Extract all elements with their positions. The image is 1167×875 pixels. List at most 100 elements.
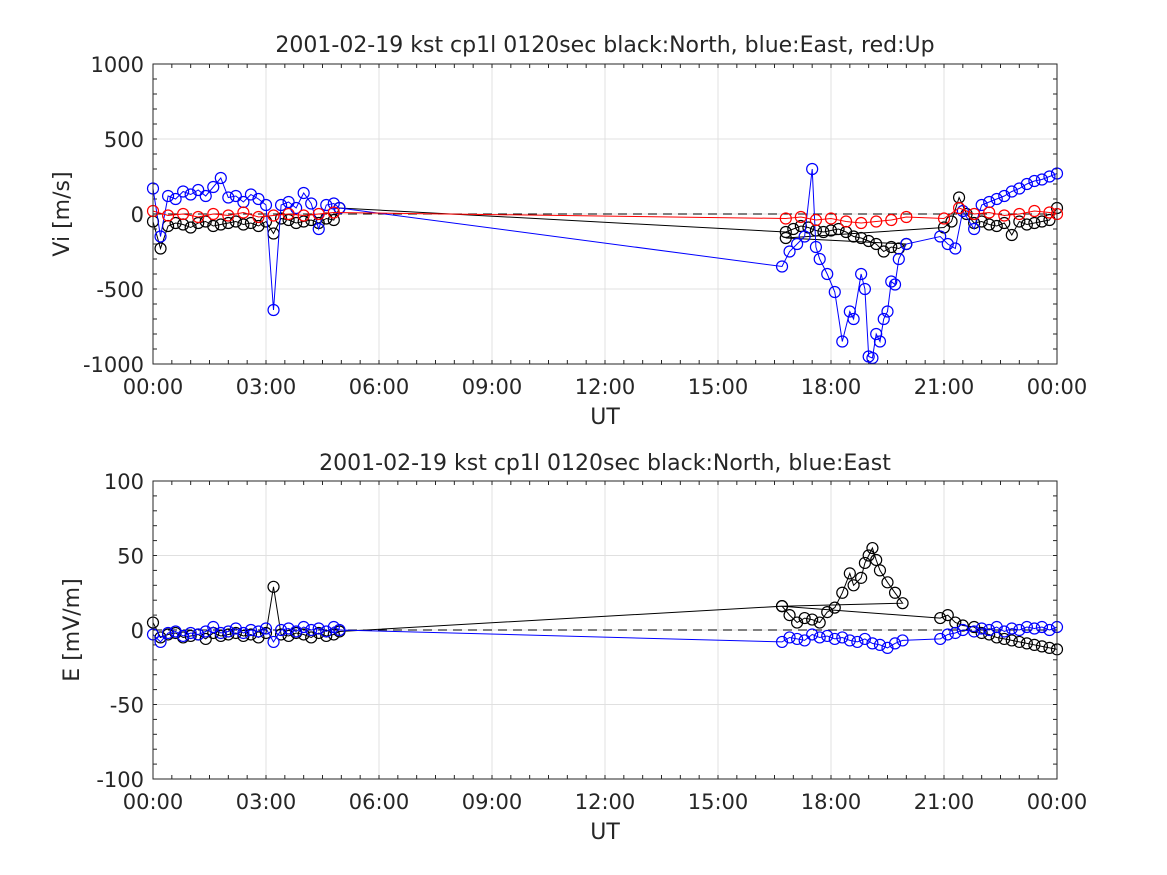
efield-x-axis-label: UT xyxy=(590,820,620,845)
velocity-east-data-point xyxy=(214,171,227,185)
velocity-east-data-point xyxy=(1005,185,1018,198)
velocity-east-data-point xyxy=(207,180,220,194)
efield-east-data-point xyxy=(998,625,1011,638)
velocity-x-axis-label: UT xyxy=(590,405,620,430)
velocity-east-data-point xyxy=(192,183,205,197)
velocity-east-data-point xyxy=(199,189,212,203)
efield-north-data-point xyxy=(305,631,318,644)
velocity-east-data-point xyxy=(259,198,273,212)
efield-x-tick-label: 09:00 xyxy=(462,790,523,814)
velocity-up-data-point xyxy=(177,207,190,221)
efield-north-data-point xyxy=(237,629,250,643)
velocity-east-data-point xyxy=(274,198,288,212)
velocity-north-data-point xyxy=(794,219,807,233)
velocity-north-data-point xyxy=(327,213,340,227)
velocity-x-tick-label: 06:00 xyxy=(349,375,410,399)
velocity-y-tick-label: -1000 xyxy=(83,353,144,377)
velocity-north-data-point xyxy=(870,237,883,251)
velocity-east-data-point xyxy=(892,252,905,266)
efield-north-data-point xyxy=(843,567,856,580)
velocity-east-data-point xyxy=(828,285,841,299)
efield-east-data-point xyxy=(968,625,981,638)
velocity-east-data-point xyxy=(267,303,280,317)
velocity-up-data-point xyxy=(282,207,295,221)
efield-east-data-point xyxy=(333,623,346,637)
efield-north-data-point xyxy=(244,628,258,641)
velocity-east-data-point xyxy=(855,267,868,281)
velocity-north-data-point xyxy=(779,225,792,239)
efield-x-tick-label: 18:00 xyxy=(801,790,862,814)
velocity-north-data-point xyxy=(290,216,303,230)
efield-north-data-point xyxy=(828,601,841,614)
velocity-north-data-point xyxy=(297,215,310,228)
efield-north-data-point xyxy=(1005,634,1018,647)
efield-east-data-point xyxy=(881,641,894,654)
efield-y-tick-label: 100 xyxy=(104,470,144,494)
efield-east-data-point xyxy=(297,620,310,634)
velocity-up-data-point xyxy=(998,209,1011,222)
efield-north-data-point xyxy=(798,611,811,625)
efield-east-data-point xyxy=(858,632,872,646)
velocity-north-data-point xyxy=(214,218,227,231)
efield-x-tick-label: 06:00 xyxy=(349,790,410,814)
velocity-east-data-point xyxy=(934,230,947,243)
efield-north-data-point xyxy=(282,629,295,643)
efield-x-tick-label: 21:00 xyxy=(914,790,975,814)
velocity-up-data-point xyxy=(809,213,823,227)
velocity-east-data-point xyxy=(305,197,318,210)
velocity-east-data-point xyxy=(836,335,849,348)
velocity-y-tick-label: 1000 xyxy=(91,53,144,77)
velocity-east-data-point xyxy=(222,191,235,204)
velocity-up-data-point xyxy=(900,210,913,224)
velocity-east-data-point xyxy=(821,267,834,281)
velocity-up-data-point xyxy=(952,201,966,215)
velocity-east-data-point xyxy=(229,189,242,203)
efield-east-data-point xyxy=(941,628,954,641)
velocity-east-data-point xyxy=(1035,173,1049,186)
efield-north-data-point xyxy=(783,608,796,622)
velocity-up-data-point xyxy=(237,206,250,219)
efield-north-data-point xyxy=(975,626,988,640)
efield-north-data-point xyxy=(888,586,902,599)
efield-east-data-point xyxy=(320,625,333,638)
velocity-north-data-point xyxy=(983,218,996,231)
efield-east-data-point xyxy=(305,623,318,637)
velocity-east-data-point xyxy=(252,192,265,206)
velocity-up-data-point xyxy=(267,209,280,222)
efield-y-tick-label: 0 xyxy=(131,619,144,643)
velocity-north-data-point xyxy=(885,240,898,254)
velocity-x-tick-label: 00:00 xyxy=(1027,375,1088,399)
velocity-east-data-point xyxy=(990,192,1003,206)
efield-north-data-point xyxy=(896,597,909,610)
velocity-east-data-point xyxy=(169,192,182,206)
efield-north-data-point xyxy=(866,541,879,555)
velocity-north-data-point xyxy=(998,216,1011,230)
efield-east-data-point xyxy=(821,629,834,643)
efield-east-data-point xyxy=(237,626,250,640)
efield-north-data-point xyxy=(806,613,819,626)
efield-north-data-point xyxy=(274,628,288,641)
efield-north-data-point xyxy=(1043,641,1056,654)
efield-north-data-point xyxy=(1020,637,1033,650)
efield-east-data-point xyxy=(1005,622,1018,635)
efield-east-data-point xyxy=(1043,623,1056,637)
velocity-panel: 2001-02-19 kst cp1l 0120sec black:North,… xyxy=(50,33,1087,430)
efield-east-data-point xyxy=(259,622,273,635)
efield-north-data-point xyxy=(184,629,197,643)
velocity-east-data-point xyxy=(956,204,969,218)
velocity-north-data-point xyxy=(1028,216,1041,230)
velocity-east-data-point xyxy=(312,222,325,236)
velocity-north-data-point xyxy=(1020,218,1033,231)
efield-east-data-point xyxy=(207,620,220,634)
efield-east-data-point xyxy=(312,622,325,635)
efield-north-data-point xyxy=(855,571,868,584)
velocity-north-data-point xyxy=(1005,228,1018,242)
efield-north-data-point xyxy=(934,611,947,625)
velocity-east-data-point xyxy=(161,189,175,203)
velocity-y-tick-label: -500 xyxy=(96,278,144,302)
velocity-north-data-point xyxy=(1043,213,1056,227)
efield-east-data-point xyxy=(214,626,227,640)
velocity-up-data-point xyxy=(824,212,838,225)
efield-east-data-point xyxy=(1035,620,1049,634)
efield-north-data-point xyxy=(199,632,212,646)
